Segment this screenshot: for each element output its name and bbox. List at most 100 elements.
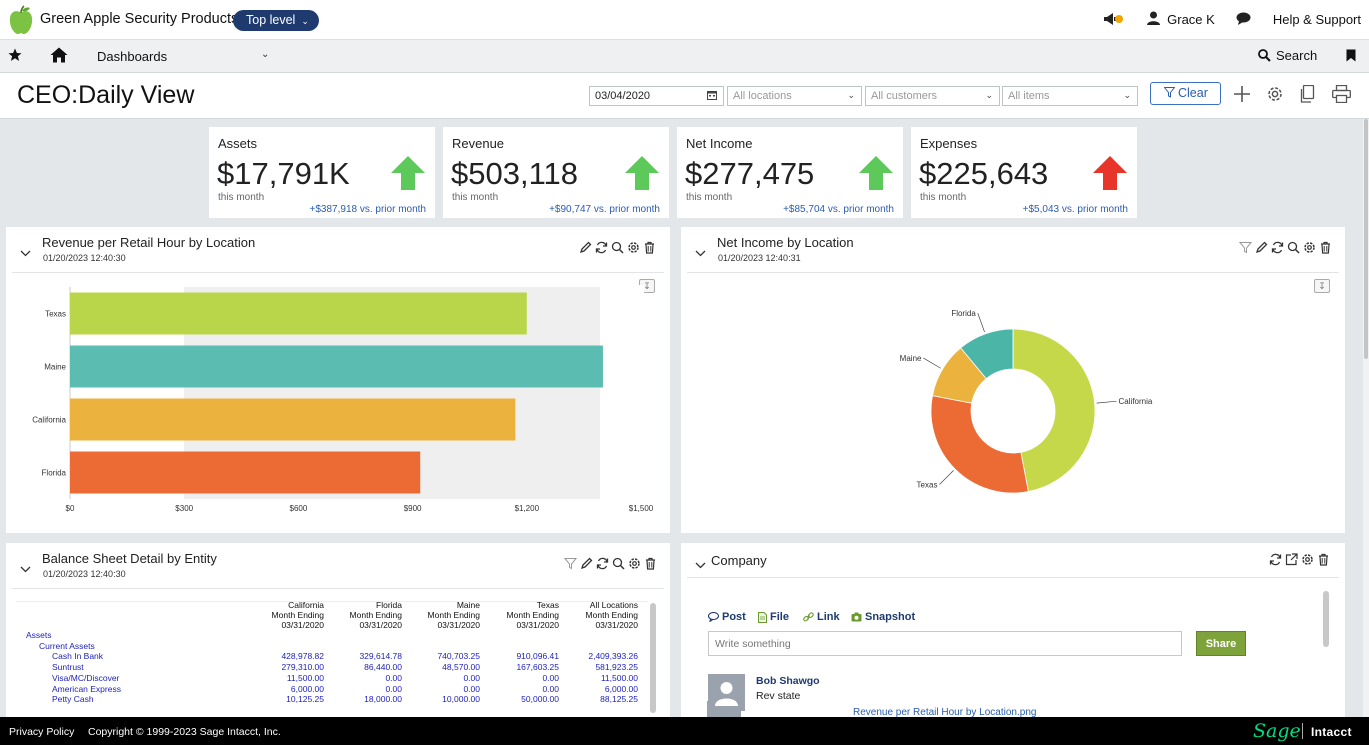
refresh-icon[interactable] <box>595 241 608 254</box>
apple-logo[interactable] <box>8 5 34 35</box>
refresh-icon[interactable] <box>1271 241 1284 254</box>
table-cell[interactable] <box>484 630 563 641</box>
table-cell[interactable]: 0.00 <box>542 683 559 694</box>
refresh-icon[interactable] <box>596 557 609 570</box>
table-row[interactable]: Current Assets <box>16 641 642 652</box>
write-something-input[interactable]: Write something <box>708 631 1182 656</box>
zoom-icon[interactable] <box>611 241 624 254</box>
star-icon[interactable] <box>8 48 22 67</box>
calendar-icon[interactable] <box>707 90 717 102</box>
zoom-icon[interactable] <box>1287 241 1300 254</box>
help-support-link[interactable]: Help & Support <box>1272 12 1361 27</box>
bookmark-icon[interactable] <box>1346 49 1356 67</box>
row-label[interactable]: Suntrust <box>52 662 84 673</box>
table-scrollbar[interactable] <box>650 603 656 713</box>
items-filter[interactable]: All items ⌄ <box>1002 86 1138 106</box>
table-cell[interactable] <box>406 630 484 641</box>
chat-icon[interactable] <box>1236 12 1251 28</box>
table-row[interactable]: Suntrust 279,310.00 86,440.00 48,570.00 167,… <box>16 662 642 673</box>
table-cell[interactable] <box>563 641 642 652</box>
slice-texas[interactable] <box>930 395 1029 494</box>
table-row[interactable]: Cash In Bank 428,978.82 329,614.78 740,703.… <box>16 651 642 662</box>
table-cell[interactable]: 428,978.82 <box>281 651 324 662</box>
table-cell[interactable]: 48,570.00 <box>442 662 480 673</box>
table-row[interactable]: Assets <box>16 630 642 641</box>
bar-florida[interactable] <box>70 451 421 494</box>
table-cell[interactable]: 86,440.00 <box>364 662 402 673</box>
tab-file[interactable]: File <box>758 611 789 623</box>
row-label[interactable]: Assets <box>26 630 52 640</box>
row-label[interactable]: Petty Cash <box>52 694 94 705</box>
table-cell[interactable] <box>266 641 328 652</box>
bar-maine[interactable] <box>70 345 603 388</box>
trash-icon[interactable] <box>1319 241 1332 254</box>
user-icon[interactable] <box>1147 11 1161 28</box>
table-cell[interactable]: 167,603.25 <box>516 662 559 673</box>
table-cell[interactable] <box>266 630 328 641</box>
entity-selector[interactable]: Top level ⌄ <box>233 10 319 31</box>
collapse-chevron-icon[interactable] <box>695 244 706 262</box>
row-label[interactable]: Visa/MC/Discover <box>52 672 120 683</box>
filter-icon[interactable] <box>564 557 577 570</box>
table-cell[interactable]: 581,923.25 <box>595 662 638 673</box>
tab-link[interactable]: Link <box>803 611 840 623</box>
table-cell[interactable]: 0.00 <box>385 672 402 683</box>
row-label[interactable]: American Express <box>52 683 121 694</box>
slice-florida[interactable] <box>960 328 1014 380</box>
chevron-down-icon[interactable]: ⌄ <box>261 49 270 60</box>
zoom-icon[interactable] <box>612 557 625 570</box>
table-cell[interactable] <box>563 630 642 641</box>
table-cell[interactable]: 11,500.00 <box>600 672 638 683</box>
bar-california[interactable] <box>70 398 516 441</box>
row-label[interactable]: Current Assets <box>39 640 95 651</box>
table-cell[interactable] <box>406 641 484 652</box>
customers-filter[interactable]: All customers ⌄ <box>865 86 1000 106</box>
clear-button[interactable]: Clear <box>1150 82 1221 105</box>
edit-icon[interactable] <box>580 557 593 570</box>
collapse-chevron-icon[interactable] <box>20 244 31 262</box>
table-cell[interactable]: 18,000.00 <box>364 694 402 705</box>
trash-icon[interactable] <box>1317 553 1330 566</box>
date-filter[interactable]: 03/04/2020 <box>589 86 724 106</box>
feed-scrollbar[interactable] <box>1323 591 1329 647</box>
table-cell[interactable]: 50,000.00 <box>521 694 559 705</box>
kpi-card-assets[interactable]: Assets $17,791K this month +$387,918 vs.… <box>209 127 435 218</box>
gear-icon[interactable] <box>1266 85 1284 108</box>
table-cell[interactable]: 740,703.25 <box>437 651 480 662</box>
table-cell[interactable]: 0.00 <box>542 672 559 683</box>
kpi-card-revenue[interactable]: Revenue $503,118 this month +$90,747 vs.… <box>443 127 669 218</box>
edit-icon[interactable] <box>579 241 592 254</box>
table-cell[interactable] <box>328 630 406 641</box>
table-cell[interactable]: 6,000.00 <box>290 683 324 694</box>
table-cell[interactable]: 10,125.25 <box>286 694 324 705</box>
dashboards-menu[interactable]: Dashboards <box>97 49 168 64</box>
table-cell[interactable]: 88,125.25 <box>600 694 638 705</box>
collapse-chevron-icon[interactable] <box>20 560 31 578</box>
table-cell[interactable]: 279,310.00 <box>281 662 324 673</box>
kpi-card-expenses[interactable]: Expenses $225,643 this month +$5,043 vs.… <box>911 127 1137 218</box>
table-cell[interactable] <box>328 641 406 652</box>
user-name[interactable]: Grace K <box>1167 12 1215 27</box>
table-cell[interactable]: 329,614.78 <box>359 651 402 662</box>
search-button[interactable]: Search <box>1258 48 1317 63</box>
table-cell[interactable]: 2,409,393.26 <box>588 651 638 662</box>
post-attachment-link[interactable]: Revenue per Retail Hour by Location.png <box>853 707 1037 718</box>
print-icon[interactable] <box>1332 84 1351 108</box>
tab-post[interactable]: Post <box>708 611 746 623</box>
table-cell[interactable] <box>484 641 563 652</box>
avatar[interactable] <box>708 674 745 711</box>
filter-icon[interactable] <box>1239 241 1252 254</box>
trash-icon[interactable] <box>644 557 657 570</box>
page-scrollbar-thumb[interactable] <box>1364 119 1368 359</box>
table-cell[interactable]: 910,096.41 <box>516 651 559 662</box>
row-label[interactable]: Cash In Bank <box>52 651 104 662</box>
home-icon[interactable] <box>50 47 68 68</box>
table-cell[interactable]: 11,500.00 <box>286 672 324 683</box>
table-row[interactable]: Petty Cash 10,125.25 18,000.00 10,000.00 50,… <box>16 694 642 705</box>
table-row[interactable]: Visa/MC/Discover 11,500.00 0.00 0.00 0.00 11,… <box>16 673 642 684</box>
gear-icon[interactable] <box>627 241 640 254</box>
megaphone-icon[interactable] <box>1103 12 1124 28</box>
table-row[interactable]: American Express 6,000.00 0.00 0.00 0.00 6,00… <box>16 684 642 695</box>
gear-icon[interactable] <box>628 557 641 570</box>
table-cell[interactable]: 0.00 <box>463 683 480 694</box>
